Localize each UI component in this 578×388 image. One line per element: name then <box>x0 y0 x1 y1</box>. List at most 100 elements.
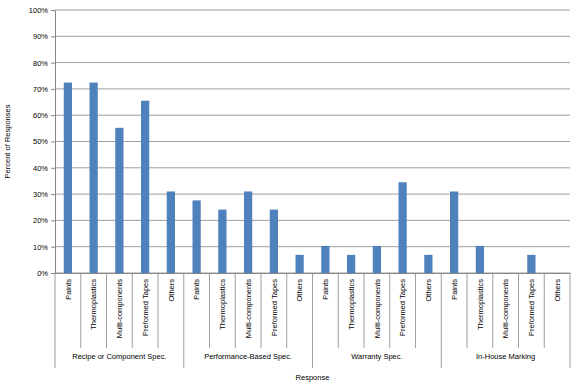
y-tick-label: 100% <box>29 6 49 15</box>
bar <box>424 255 432 273</box>
x-axis: Paints Thermoplastics Multi-components Pref… <box>56 273 571 338</box>
bar <box>218 210 226 273</box>
group-label: Recipe or Component Spec. <box>72 352 166 361</box>
x-tick: Others <box>167 273 176 302</box>
grid-line <box>55 194 570 195</box>
y-tick-label: 80% <box>33 59 48 68</box>
y-tick-mark <box>51 168 55 169</box>
y-tick-label: 70% <box>33 85 48 94</box>
y-tick-mark <box>51 194 55 195</box>
y-axis-line <box>55 11 56 274</box>
grid-line <box>55 141 570 142</box>
y-tick-label: 30% <box>33 190 48 199</box>
y-tick: 70% <box>33 85 55 94</box>
bar <box>141 101 149 273</box>
group-separator <box>312 273 313 368</box>
category-separator <box>389 273 390 348</box>
x-tick-label: Thermoplastics <box>218 279 227 330</box>
x-tick: Paints <box>64 273 73 300</box>
y-tick-mark <box>51 36 55 37</box>
bar <box>527 255 535 273</box>
x-tick-label: Thermoplastics <box>89 279 98 330</box>
group-separator <box>183 273 184 368</box>
grid-line <box>55 10 570 11</box>
y-tick: 0% <box>37 269 55 278</box>
x-tick: Thermoplastics <box>218 273 227 330</box>
category-separator <box>80 273 81 348</box>
x-tick: Preformed Tapes <box>141 273 150 336</box>
y-tick: 80% <box>33 59 55 68</box>
x-tick: Multi-components <box>115 273 124 338</box>
x-tick: Paints <box>192 273 201 300</box>
x-tick-label: Multi-components <box>373 279 382 338</box>
group-label: Warranty Spec. <box>351 352 402 361</box>
bar <box>270 210 278 273</box>
grid-line <box>55 62 570 63</box>
x-tick-label: Multi-components <box>244 279 253 338</box>
x-tick-label: Preformed Tapes <box>527 279 536 336</box>
category-separator <box>132 273 133 348</box>
category-separator <box>106 273 107 348</box>
x-tick-label: Thermoplastics <box>476 279 485 330</box>
grid-line <box>55 88 570 89</box>
y-tick-mark <box>51 89 55 90</box>
y-tick-mark <box>51 220 55 221</box>
separators <box>55 273 570 368</box>
x-tick: Multi-components <box>373 273 382 338</box>
y-axis: 0%10%20%30%40%50%60%70%80%90%100% <box>29 6 56 278</box>
x-tick-label: Thermoplastics <box>347 279 356 330</box>
x-tick: Thermoplastics <box>476 273 485 330</box>
group-labels: Recipe or Component Spec. Performance-Bas… <box>72 352 535 361</box>
bar <box>90 83 98 273</box>
bar <box>64 83 72 273</box>
category-separator <box>415 273 416 348</box>
bar <box>553 273 561 274</box>
bar <box>321 246 329 273</box>
x-tick: Others <box>295 273 304 302</box>
x-axis-title: Response <box>296 373 330 382</box>
category-separator <box>235 273 236 348</box>
category-separator <box>467 273 468 348</box>
bar <box>193 200 201 273</box>
y-tick-label: 50% <box>33 137 48 146</box>
y-tick: 100% <box>29 6 55 15</box>
group-separator <box>441 273 442 368</box>
grid-line <box>55 36 570 37</box>
group-label: Performance-Based Spec. <box>204 352 292 361</box>
x-tick-label: Preformed Tapes <box>270 279 279 336</box>
category-separator <box>261 273 262 348</box>
x-tick: Thermoplastics <box>89 273 98 330</box>
category-separator <box>492 273 493 348</box>
y-axis-title: Percent of Responses <box>3 104 12 178</box>
x-tick: Paints <box>450 273 459 300</box>
x-tick-label: Multi-components <box>501 279 510 338</box>
x-tick-label: Preformed Tapes <box>141 279 150 336</box>
x-tick-label: Preformed Tapes <box>398 279 407 336</box>
bar <box>450 191 458 273</box>
y-tick-mark <box>51 63 55 64</box>
y-tick-mark <box>51 142 55 143</box>
x-tick: Preformed Tapes <box>527 273 536 336</box>
x-tick-label: Others <box>167 279 176 302</box>
category-separator <box>338 273 339 348</box>
grid-line <box>55 167 570 168</box>
x-tick-label: Multi-components <box>115 279 124 338</box>
x-axis-line <box>56 273 571 274</box>
chart: 0%10%20%30%40%50%60%70%80%90%100%PaintsT… <box>0 0 578 388</box>
grid-line <box>55 220 570 221</box>
category-separator <box>544 273 545 348</box>
x-tick: Preformed Tapes <box>398 273 407 336</box>
y-tick: 90% <box>33 32 55 41</box>
category-separator <box>364 273 365 348</box>
y-tick: 10% <box>33 243 55 252</box>
x-tick-label: Others <box>424 279 433 302</box>
y-tick-label: 40% <box>33 164 48 173</box>
x-tick: Others <box>553 273 562 302</box>
bar <box>244 191 252 273</box>
y-tick: 20% <box>33 216 55 225</box>
y-tick: 40% <box>33 164 55 173</box>
plot: 0%10%20%30%40%50%60%70%80%90%100%PaintsT… <box>29 6 571 368</box>
bar <box>399 182 407 273</box>
bar <box>115 128 123 273</box>
y-tick-mark <box>51 247 55 248</box>
